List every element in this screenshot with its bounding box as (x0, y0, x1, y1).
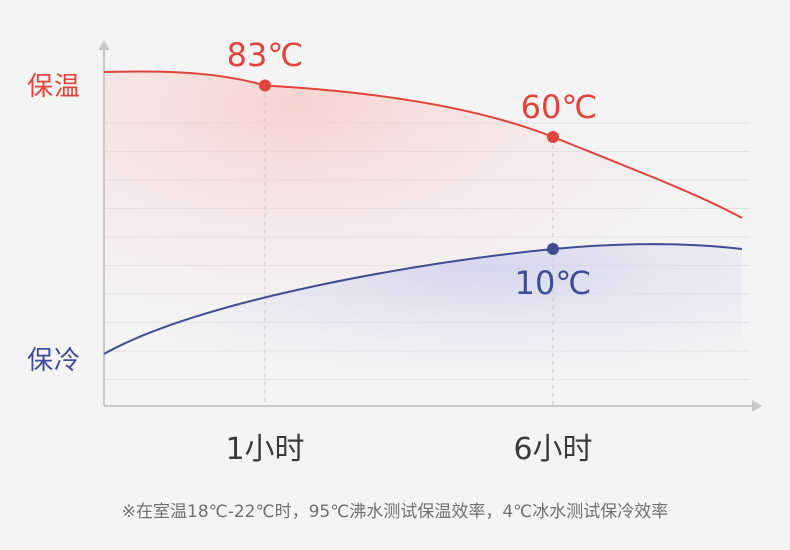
data-label-warm-6h: 60℃ (520, 88, 598, 126)
series-fills (104, 71, 742, 406)
x-tick-1h: 1小时 (225, 432, 305, 467)
series-line-warm (103, 70, 743, 219)
data-points (259, 79, 559, 255)
axes (98, 40, 762, 412)
data-label-cold-6h: 10℃ (514, 264, 592, 302)
x-axis-arrow (752, 400, 762, 412)
series-label-cold: 保冷 (27, 346, 82, 376)
series-line-cold (103, 243, 743, 355)
y-axis-arrow (98, 40, 110, 50)
data-point-cold-6h (547, 243, 559, 255)
cold-area (104, 244, 742, 406)
data-point-warm-6h (547, 131, 559, 143)
guide-lines (264, 85, 554, 406)
data-point-warm-1h (259, 79, 271, 92)
footnote: ※在室温18℃-22℃时，95℃沸水测试保温效率，4℃冰水测试保冷效率 (121, 502, 669, 522)
data-label-warm-1h: 83℃ (226, 36, 304, 75)
x-tick-6h: 6小时 (513, 432, 593, 467)
series-lines (103, 70, 743, 355)
series-label-warm: 保温 (27, 72, 82, 102)
